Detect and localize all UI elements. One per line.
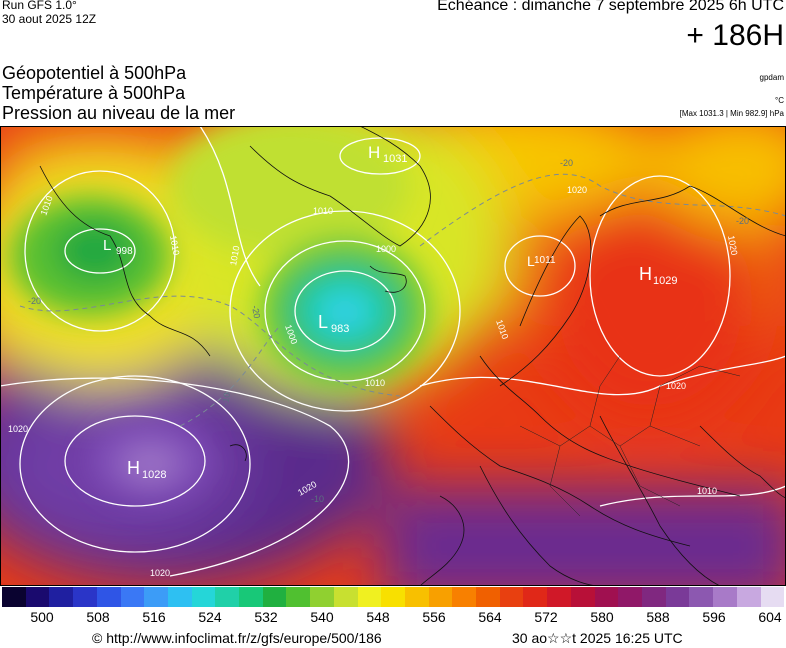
pressure-center-letter: L xyxy=(103,237,111,254)
pressure-extremes: [Max 1031.3 | Min 982.9] hPa xyxy=(679,109,784,118)
geopotential-field: H 1031 L 998 L 983 L 1011 H 1029 H 1028 … xyxy=(0,126,786,586)
pressure-center-letter: L xyxy=(318,312,328,332)
colorbar-swatch xyxy=(96,587,121,607)
colorbar-swatch xyxy=(547,587,571,607)
isobar-label: 1020 xyxy=(150,568,170,578)
weather-map: H 1031 L 998 L 983 L 1011 H 1029 H 1028 … xyxy=(0,126,786,586)
isobar-label: 1010 xyxy=(365,378,385,388)
colorbar-tick-label: 588 xyxy=(646,609,670,625)
colorbar-swatch xyxy=(665,587,690,607)
isotherms xyxy=(19,173,786,427)
coastlines xyxy=(39,126,786,586)
isotherm-label: -10 xyxy=(311,494,324,504)
param-pressure: Pression au niveau de la mer xyxy=(2,103,236,123)
pressure-center-value: 998 xyxy=(116,246,133,257)
colorbar-swatch xyxy=(191,587,216,607)
pressure-center-letter: H xyxy=(368,143,380,162)
colorbar-tick-label: 524 xyxy=(198,609,222,625)
pressure-center-letter: H xyxy=(127,458,140,478)
colorbar xyxy=(2,587,785,607)
colorbar-swatch xyxy=(736,587,761,607)
isotherm-label: -20 xyxy=(250,305,262,320)
unit-geopotential: gpdam xyxy=(759,73,784,82)
pressure-center-value: 1028 xyxy=(142,469,166,481)
colorbar-swatch xyxy=(452,587,477,607)
colorbar-tick-label: 540 xyxy=(310,609,334,625)
colorbar-swatch xyxy=(523,587,548,607)
colorbar-swatch xyxy=(239,587,263,607)
copyright-url: © http://www.infoclimat.fr/z/gfs/europe/… xyxy=(92,630,382,646)
generation-timestamp: 30 ao☆☆t 2025 16:25 UTC xyxy=(512,630,683,646)
colorbar-tick-label: 564 xyxy=(478,609,502,625)
pressure-center-letter: L xyxy=(527,253,535,269)
isotherm-label: -10 xyxy=(220,392,232,407)
isobar-label: 1010 xyxy=(697,486,717,496)
colorbar-swatch xyxy=(404,587,429,607)
isobar-label: 1010 xyxy=(168,235,181,256)
colorbar-tick-label: 604 xyxy=(758,609,782,625)
run-label: Run GFS 1.0° xyxy=(2,0,77,12)
colorbar-swatch xyxy=(144,587,168,607)
isotherm-label: -20 xyxy=(736,216,749,226)
colorbar-swatch xyxy=(310,587,334,607)
colorbar-tick-label: 556 xyxy=(422,609,446,625)
colorbar-swatch xyxy=(641,587,666,607)
colorbar-swatch xyxy=(570,587,595,607)
colorbar-swatch xyxy=(428,587,453,607)
isobar-label: 1020 xyxy=(666,381,686,391)
colorbar-tick-label: 500 xyxy=(30,609,54,625)
isobar-label: 1000 xyxy=(376,244,396,254)
colorbar-swatch xyxy=(689,587,714,607)
colorbar-tick-label: 580 xyxy=(590,609,614,625)
colorbar-swatch xyxy=(594,587,619,607)
colorbar-swatch xyxy=(713,587,737,607)
isobar-label: 1020 xyxy=(567,185,587,195)
isobar-label: 1020 xyxy=(8,424,28,434)
run-date: 30 aout 2025 12Z xyxy=(2,12,97,26)
colorbar-swatch xyxy=(2,587,26,607)
colorbar-swatch xyxy=(476,587,500,607)
param-temperature: Température à 500hPa xyxy=(2,83,186,103)
colorbar-swatch xyxy=(760,587,785,607)
colorbar-ticks: 500 508 516 524 532 540 548 556 564 572 580 588 596 6… xyxy=(0,609,786,627)
isotherm-label: -20 xyxy=(560,158,573,168)
colorbar-tick-label: 532 xyxy=(254,609,278,625)
colorbar-swatch xyxy=(381,587,405,607)
colorbar-swatch xyxy=(499,587,524,607)
colorbar-swatch xyxy=(333,587,358,607)
isotherm-labels: -20 -20 -20 -20 -10 -10 xyxy=(28,158,749,504)
colorbar-swatch xyxy=(49,587,74,607)
colorbar-swatch xyxy=(215,587,240,607)
pressure-center-value: 1011 xyxy=(534,255,556,266)
param-geopotential: Géopotentiel à 500hPa xyxy=(2,63,187,83)
colorbar-tick-label: 596 xyxy=(702,609,726,625)
pressure-center-letter: H xyxy=(639,264,652,284)
pressure-centers: H 1031 L 998 L 983 L 1011 H 1029 H 1028 xyxy=(103,143,677,481)
isobar-label: 1020 xyxy=(726,235,739,256)
colorbar-tick-label: 516 xyxy=(142,609,166,625)
colorbar-swatch xyxy=(286,587,311,607)
echeance-label: Echéance : dimanche 7 septembre 2025 6h … xyxy=(437,0,784,14)
colorbar-swatch xyxy=(357,587,382,607)
colorbar-swatch xyxy=(618,587,642,607)
colorbar-swatch xyxy=(167,587,192,607)
colorbar-swatch xyxy=(25,587,50,607)
colorbar-tick-label: 572 xyxy=(534,609,558,625)
isobar-label: 1010 xyxy=(313,206,333,216)
borders xyxy=(519,355,741,517)
colorbar-tick-label: 508 xyxy=(86,609,110,625)
isobars xyxy=(0,126,786,577)
colorbar-tick-label: 548 xyxy=(366,609,390,625)
colorbar-swatch xyxy=(262,587,287,607)
pressure-center-value: 983 xyxy=(331,323,349,335)
isobar-label: 1010 xyxy=(228,245,241,266)
unit-temperature: °C xyxy=(775,96,784,105)
isotherm-label: -20 xyxy=(28,296,41,306)
colorbar-swatch xyxy=(120,587,145,607)
pressure-center-value: 1029 xyxy=(653,275,677,287)
pressure-center-value: 1031 xyxy=(383,153,407,165)
forecast-hours: + 186H xyxy=(686,19,784,52)
colorbar-swatch xyxy=(73,587,97,607)
